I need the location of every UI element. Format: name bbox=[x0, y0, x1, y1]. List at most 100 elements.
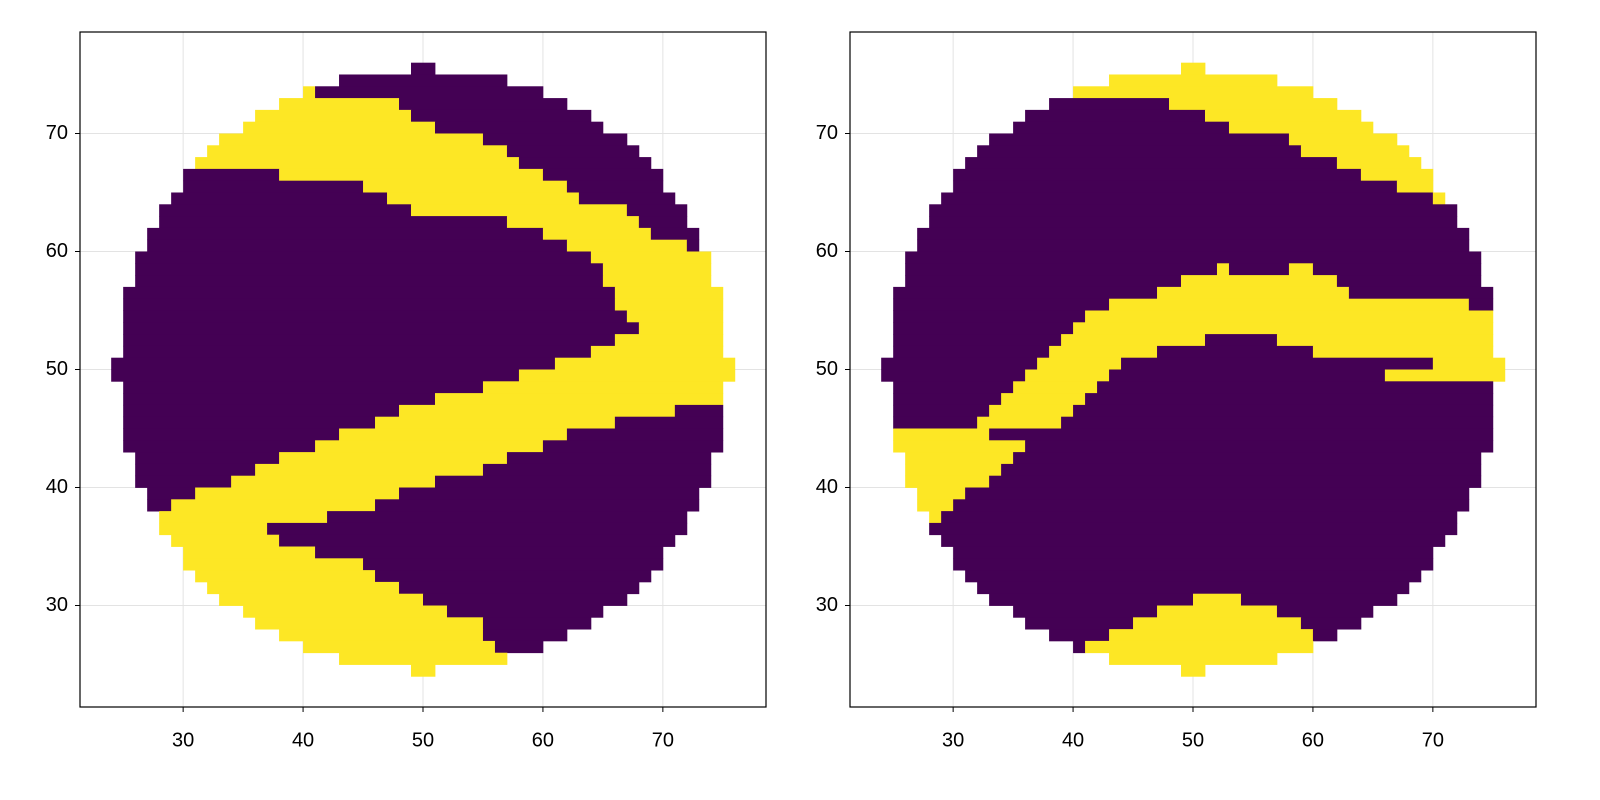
heatmap-cell-run bbox=[375, 416, 616, 429]
heatmap-cell-run bbox=[1109, 629, 1314, 642]
heatmap-cell-run bbox=[905, 463, 1002, 477]
heatmap-cell-run bbox=[941, 534, 1446, 547]
heatmap-cell-run bbox=[1049, 98, 1170, 111]
heatmap-cell-run bbox=[339, 74, 508, 87]
heatmap-cell-run bbox=[893, 298, 1110, 311]
heatmap-cell-run bbox=[123, 334, 616, 347]
heatmap-cell-run bbox=[917, 487, 966, 500]
heatmap-cell-run bbox=[123, 428, 340, 441]
heatmap-cell-run bbox=[1085, 393, 1494, 406]
heatmap-cell-run bbox=[893, 393, 1002, 406]
heatmap-cell-run bbox=[111, 369, 520, 382]
heatmap-cell-run bbox=[135, 275, 604, 288]
x-tick-label: 60 bbox=[1302, 729, 1324, 751]
heatmap-cell-run bbox=[494, 640, 544, 654]
heatmap-cell-run bbox=[893, 381, 1014, 394]
heatmap-cell-run bbox=[267, 522, 688, 536]
heatmap-cell-run bbox=[195, 487, 400, 500]
heatmap-cell-run bbox=[1312, 263, 1482, 276]
heatmap-cell-run bbox=[123, 310, 628, 323]
heatmap-cell-run bbox=[111, 357, 556, 370]
heatmap-cell-run bbox=[315, 546, 664, 559]
heatmap-cell-run bbox=[602, 275, 712, 288]
heatmap-cell-run bbox=[1300, 617, 1362, 630]
heatmap-cell-run bbox=[965, 487, 1470, 500]
x-tick-label: 70 bbox=[652, 729, 674, 751]
heatmap-cell-run bbox=[965, 570, 1422, 583]
heatmap-cell-run bbox=[1157, 605, 1278, 618]
heatmap-cell-run bbox=[1432, 357, 1506, 370]
heatmap-cell-run bbox=[518, 369, 736, 382]
heatmap-cell-run bbox=[650, 227, 700, 241]
heatmap-cell-run bbox=[1157, 286, 1350, 300]
heatmap-cell-run bbox=[1193, 593, 1242, 606]
heatmap-cell-run bbox=[989, 593, 1194, 606]
heatmap-cell-run bbox=[183, 558, 364, 571]
heatmap-cell-run bbox=[977, 581, 1410, 595]
heatmap-cell-run bbox=[542, 227, 652, 241]
heatmap-cell-run bbox=[171, 192, 388, 205]
heatmap-cell-run bbox=[363, 558, 664, 571]
heatmap-cell-run bbox=[1109, 298, 1470, 311]
y-tick-label: 30 bbox=[816, 594, 838, 616]
heatmap-cell-run bbox=[989, 428, 1494, 441]
heatmap-cell-run bbox=[399, 581, 640, 595]
heatmap-cell-run bbox=[123, 322, 640, 335]
heatmap-cell-run bbox=[917, 239, 1470, 252]
heatmap-cell-run bbox=[674, 404, 724, 418]
heatmap-cell-run bbox=[1037, 357, 1122, 370]
heatmap-cell-run bbox=[243, 121, 436, 134]
heatmap-panel: 30 40 50 60 70 30 40 50 60 70 bbox=[816, 31, 1537, 751]
heatmap-cell-run bbox=[1288, 133, 1398, 146]
heatmap-cell-run bbox=[231, 475, 436, 488]
heatmap-cell-run bbox=[303, 86, 316, 99]
heatmap-cell-run bbox=[482, 381, 724, 394]
heatmap-cell-run bbox=[905, 475, 990, 488]
heatmap-cell-run bbox=[1204, 109, 1362, 123]
heatmap-cell-run bbox=[1025, 617, 1134, 630]
heatmap-cell-run bbox=[965, 157, 1338, 170]
heatmap-cell-run bbox=[279, 98, 400, 111]
heatmap-cell-run bbox=[953, 558, 1434, 571]
heatmap-panel: 30 40 50 60 70 30 40 50 60 70 bbox=[46, 31, 767, 751]
heatmap-cell-run bbox=[339, 652, 508, 665]
heatmap-cell-run bbox=[1133, 617, 1302, 630]
heatmap-cell-run bbox=[929, 511, 942, 524]
heatmap-cell-run bbox=[554, 357, 736, 370]
heatmap-cell-run bbox=[1085, 310, 1494, 323]
heatmap-cell-run bbox=[1073, 322, 1494, 335]
heatmap-cell-run bbox=[638, 216, 688, 229]
heatmap-cell-run bbox=[917, 499, 954, 512]
heatmap-cell-run bbox=[566, 428, 724, 441]
heatmap-cell-run bbox=[375, 499, 700, 512]
heatmap-cell-run bbox=[506, 145, 640, 158]
heatmap-cell-run bbox=[1276, 605, 1374, 618]
heatmap-cell-run bbox=[893, 334, 1062, 347]
heatmap-cell-run bbox=[1109, 369, 1386, 382]
heatmap-cell-run bbox=[482, 629, 568, 642]
heatmap-cell-run bbox=[411, 109, 592, 123]
heatmap-cell-run bbox=[123, 440, 316, 453]
heatmap-cell-run bbox=[626, 310, 724, 323]
heatmap-cell-run bbox=[953, 180, 1398, 193]
heatmap-cell-run bbox=[1312, 345, 1494, 359]
heatmap-cell-run bbox=[411, 62, 436, 75]
heatmap-cell-run bbox=[147, 499, 172, 512]
heatmap-cell-run bbox=[123, 298, 616, 311]
x-tick-label: 30 bbox=[942, 729, 964, 751]
heatmap-cell-run bbox=[1157, 345, 1314, 359]
heatmap-cell-run bbox=[159, 204, 412, 217]
heatmap-cell-run bbox=[1204, 334, 1278, 347]
x-tick-label: 30 bbox=[172, 729, 194, 751]
heatmap-cell-run bbox=[1336, 275, 1482, 288]
heatmap-cell-run bbox=[941, 511, 1458, 524]
heatmap-cell-run bbox=[123, 381, 484, 394]
heatmap-cell-run bbox=[123, 416, 376, 429]
heatmap-cell-run bbox=[219, 593, 424, 606]
heatmap-cell-run bbox=[1013, 121, 1230, 134]
heatmap-cell-run bbox=[614, 286, 724, 300]
heatmap-cell-run bbox=[279, 168, 544, 182]
heatmap-cell-run bbox=[399, 98, 568, 111]
heatmap-cell-run bbox=[1073, 640, 1086, 654]
heatmap-cell-run bbox=[929, 216, 1458, 229]
